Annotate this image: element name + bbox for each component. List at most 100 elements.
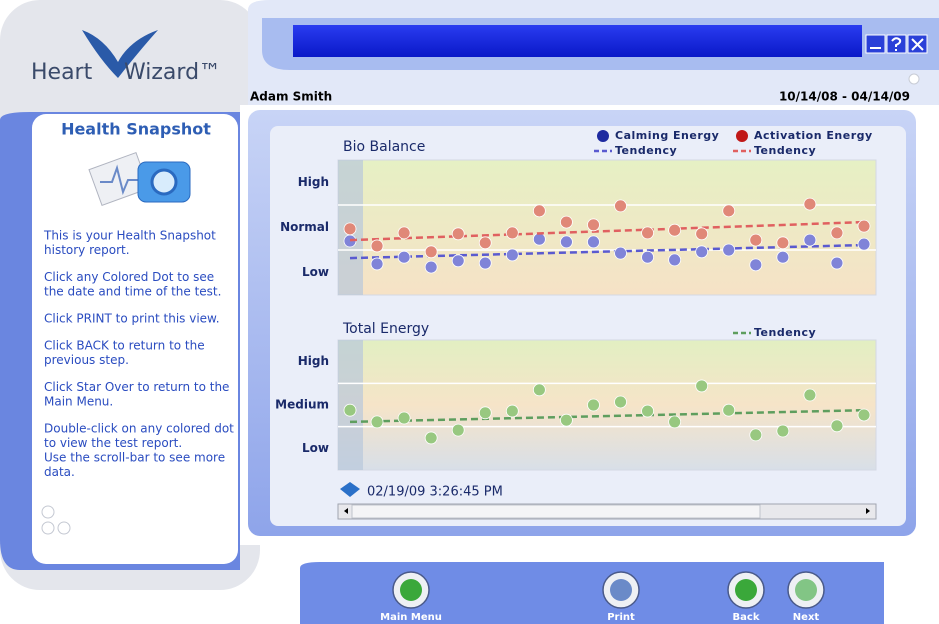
sidebar-title: Health Snapshot — [61, 120, 211, 139]
data-dot[interactable] — [614, 395, 627, 409]
sidebar-text: to view the test report. — [44, 436, 182, 450]
data-dot[interactable] — [695, 227, 709, 241]
data-dot[interactable] — [451, 423, 465, 437]
nav-button-label[interactable]: Next — [793, 612, 820, 623]
data-dot[interactable] — [532, 232, 546, 246]
data-dot[interactable] — [397, 250, 411, 264]
data-dot[interactable] — [560, 215, 573, 229]
data-dot[interactable] — [424, 245, 438, 259]
chart-title: Total Energy — [342, 321, 429, 337]
sidebar-text: Click Star Over to return to the — [44, 380, 229, 394]
data-dot[interactable] — [343, 403, 357, 417]
sidebar-text: history report. — [44, 243, 130, 257]
data-dot[interactable] — [641, 404, 654, 418]
trend-line — [349, 243, 865, 260]
data-dot[interactable] — [370, 257, 384, 271]
data-dot[interactable] — [478, 236, 492, 250]
data-dot[interactable] — [668, 415, 682, 429]
data-dot[interactable] — [722, 243, 736, 257]
legend-label: Tendency — [754, 326, 816, 339]
data-dot[interactable] — [587, 235, 600, 249]
data-dot[interactable] — [668, 253, 682, 267]
data-dot[interactable] — [370, 239, 384, 253]
data-dot[interactable] — [505, 248, 519, 262]
data-dot[interactable] — [451, 254, 465, 268]
data-dot[interactable] — [803, 197, 817, 211]
data-dot[interactable] — [370, 415, 384, 429]
data-dot[interactable] — [830, 226, 844, 240]
ornament — [41, 521, 55, 535]
sidebar-bg — [32, 114, 238, 564]
y-tick-label: Medium — [275, 398, 329, 412]
data-dot[interactable] — [478, 256, 492, 270]
data-dot[interactable] — [776, 250, 790, 264]
nav-button-icon — [795, 579, 817, 601]
data-dot[interactable] — [803, 233, 817, 247]
y-tick-label: Low — [302, 441, 329, 455]
data-dot[interactable] — [451, 227, 465, 241]
data-dot[interactable] — [749, 233, 763, 247]
data-dot[interactable] — [668, 223, 682, 237]
date-range: 10/14/08 - 04/14/09 — [779, 90, 910, 104]
y-tick-label: High — [298, 354, 329, 368]
sidebar-text: This is your Health Snapshot — [43, 229, 216, 243]
data-dot[interactable] — [343, 222, 357, 236]
data-dot[interactable] — [478, 406, 492, 420]
scroll-thumb[interactable] — [351, 504, 761, 519]
legend-label: Activation Energy — [754, 129, 873, 142]
plot-area — [337, 159, 877, 296]
data-dot[interactable] — [614, 246, 627, 260]
nav-button-label[interactable]: Main Menu — [380, 612, 442, 623]
data-dot[interactable] — [803, 388, 817, 402]
data-dot[interactable] — [641, 250, 654, 264]
nav-button-label[interactable]: Back — [733, 612, 760, 623]
data-dot[interactable] — [722, 403, 736, 417]
legend-label: Tendency — [754, 144, 816, 157]
data-dot[interactable] — [532, 383, 546, 397]
legend-label: Calming Energy — [615, 129, 719, 142]
data-dot[interactable] — [614, 199, 627, 213]
scroll-left[interactable] — [344, 508, 348, 514]
data-dot[interactable] — [587, 398, 600, 412]
data-dot[interactable] — [695, 245, 709, 259]
data-dot[interactable] — [857, 408, 871, 422]
data-dot[interactable] — [776, 424, 790, 438]
sidebar-text: Click BACK to return to the — [44, 339, 205, 353]
data-dot[interactable] — [397, 226, 411, 240]
data-dot[interactable] — [857, 219, 871, 233]
plot-area — [337, 339, 877, 471]
trend-line — [349, 408, 865, 424]
data-dot[interactable] — [532, 204, 546, 218]
scroll-right[interactable] — [866, 508, 870, 514]
data-dot[interactable] — [505, 226, 519, 240]
nav-button-icon — [735, 579, 757, 601]
data-dot[interactable] — [560, 235, 573, 249]
sidebar-text: data. — [44, 465, 75, 479]
data-dot[interactable] — [776, 236, 790, 250]
data-dot[interactable] — [424, 431, 438, 445]
data-dot[interactable] — [587, 218, 600, 232]
data-dot[interactable] — [397, 411, 411, 425]
data-dot[interactable] — [749, 258, 763, 272]
data-dot[interactable] — [424, 260, 438, 274]
close-icon — [911, 38, 924, 51]
title-bar — [293, 25, 862, 57]
sidebar-text: the date and time of the test. — [44, 285, 221, 299]
selected-test: 02/19/09 3:26:45 PM — [367, 485, 503, 500]
minimize-button[interactable] — [865, 34, 886, 54]
data-dot[interactable] — [830, 419, 844, 433]
data-dot[interactable] — [830, 256, 844, 270]
nav-button-label[interactable]: Print — [607, 612, 635, 623]
data-dot[interactable] — [857, 237, 871, 251]
data-dot[interactable] — [641, 226, 654, 240]
sidebar-text: Main Menu. — [44, 395, 113, 409]
data-dot[interactable] — [749, 428, 763, 442]
data-dot[interactable] — [560, 413, 573, 427]
data-dot[interactable] — [505, 404, 519, 418]
data-dot[interactable] — [722, 204, 736, 218]
y-tick-label: High — [298, 175, 329, 189]
snapshot-icon — [88, 151, 191, 207]
help-icon — [891, 37, 902, 51]
sidebar-text: Click PRINT to print this view. — [44, 312, 220, 326]
data-dot[interactable] — [695, 379, 709, 393]
